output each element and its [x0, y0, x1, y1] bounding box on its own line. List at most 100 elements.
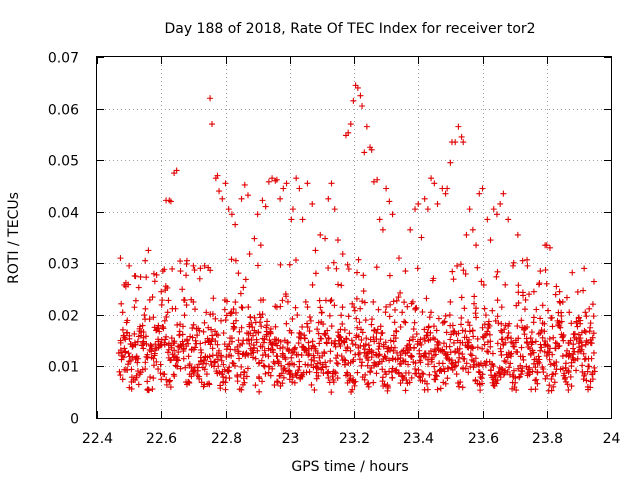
data-point	[510, 262, 517, 269]
data-point	[511, 343, 518, 350]
data-point	[460, 364, 467, 371]
data-point	[390, 298, 397, 305]
data-point	[409, 298, 416, 305]
data-point	[128, 366, 135, 373]
data-point	[431, 363, 438, 370]
data-point	[147, 342, 154, 349]
data-point	[345, 313, 352, 320]
data-point	[341, 339, 348, 346]
data-point	[201, 319, 208, 326]
data-point	[420, 371, 427, 378]
data-point	[166, 377, 173, 384]
data-point	[296, 358, 303, 365]
data-point	[313, 369, 320, 376]
data-point	[566, 350, 573, 357]
data-point	[377, 323, 384, 330]
data-point	[434, 386, 441, 393]
data-point	[359, 329, 366, 336]
data-point	[567, 337, 574, 344]
data-point	[494, 268, 501, 275]
data-point	[488, 367, 495, 374]
data-point	[125, 281, 132, 288]
data-point	[432, 376, 439, 383]
data-point	[292, 257, 299, 264]
data-point	[305, 352, 312, 359]
data-point	[240, 368, 247, 375]
data-point	[508, 335, 515, 342]
data-point	[533, 376, 540, 383]
data-point	[269, 175, 276, 182]
data-point	[200, 328, 207, 335]
data-point	[179, 323, 186, 330]
data-point	[581, 327, 588, 334]
data-point	[563, 294, 570, 301]
data-point	[267, 372, 274, 379]
data-point	[232, 257, 239, 264]
data-point	[527, 351, 534, 358]
data-point	[541, 320, 548, 327]
data-point	[431, 368, 438, 375]
data-point	[223, 298, 230, 305]
data-point	[425, 361, 432, 368]
data-point	[591, 278, 598, 285]
data-point	[179, 331, 186, 338]
data-point	[442, 190, 449, 197]
data-point	[209, 121, 216, 128]
data-point	[579, 362, 586, 369]
data-point	[365, 383, 372, 390]
data-point	[221, 366, 228, 373]
data-point	[457, 379, 464, 386]
data-point	[233, 317, 240, 324]
data-point	[521, 331, 528, 338]
data-point	[330, 259, 337, 266]
data-point	[421, 386, 428, 393]
data-point	[281, 365, 288, 372]
data-point	[520, 292, 527, 299]
data-point	[383, 303, 390, 310]
data-point	[188, 296, 195, 303]
data-point	[404, 303, 411, 310]
data-point	[368, 316, 375, 323]
data-point	[164, 309, 171, 316]
data-point	[485, 318, 492, 325]
data-point	[222, 317, 229, 324]
data-point	[532, 338, 539, 345]
data-point	[132, 297, 139, 304]
data-point	[337, 333, 344, 340]
data-point	[433, 373, 440, 380]
data-point	[358, 336, 365, 343]
data-point	[502, 281, 509, 288]
data-point	[390, 348, 397, 354]
data-point	[238, 304, 245, 311]
data-point	[455, 123, 462, 130]
data-point	[427, 329, 434, 336]
data-point	[475, 361, 482, 368]
data-point	[493, 211, 500, 218]
data-point	[192, 344, 199, 351]
y-tick-label: 0.05	[48, 154, 79, 170]
data-point	[482, 312, 489, 319]
data-point	[478, 375, 485, 382]
data-point	[470, 333, 477, 340]
data-point	[537, 347, 544, 354]
data-point	[461, 305, 468, 312]
data-point	[458, 294, 465, 301]
data-point	[246, 340, 253, 347]
data-point	[125, 361, 132, 368]
data-point	[236, 328, 243, 335]
data-point	[459, 339, 466, 346]
data-point	[165, 297, 172, 304]
data-point	[201, 366, 208, 373]
data-point	[289, 374, 296, 381]
data-point	[189, 325, 196, 332]
data-point	[173, 167, 180, 174]
data-point	[459, 384, 466, 391]
data-point	[533, 306, 540, 313]
data-point	[339, 320, 346, 327]
data-point	[216, 369, 223, 376]
data-point	[386, 357, 393, 364]
data-point	[484, 348, 491, 355]
data-point	[431, 336, 438, 343]
data-point	[432, 351, 439, 358]
